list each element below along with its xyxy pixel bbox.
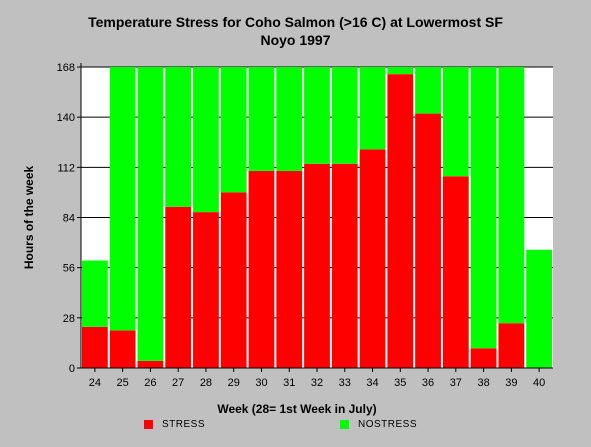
legend-swatch-nostress bbox=[340, 420, 349, 429]
bar-nostress-week-31 bbox=[276, 67, 303, 171]
x-tick-label: 38 bbox=[477, 377, 489, 389]
bar-stress-week-29 bbox=[220, 192, 247, 368]
legend-swatch-stress bbox=[144, 420, 153, 429]
bar-stress-week-33 bbox=[331, 163, 358, 368]
bar-nostress-week-25 bbox=[109, 67, 136, 331]
bar-nostress-week-24 bbox=[82, 260, 108, 327]
bar-stress-week-27 bbox=[165, 206, 192, 368]
x-tick-label: 32 bbox=[311, 377, 323, 389]
bar-stress-week-36 bbox=[415, 113, 441, 368]
y-tick-label: 140 bbox=[57, 112, 75, 124]
bar-stress-week-25 bbox=[109, 330, 136, 368]
bar-stress-week-28 bbox=[193, 212, 219, 368]
x-tick-label: 31 bbox=[283, 377, 295, 389]
legend-label-stress: STRESS bbox=[162, 419, 206, 430]
bar-nostress-week-27 bbox=[165, 67, 192, 207]
bar-stress-week-39 bbox=[498, 323, 525, 368]
x-tick-label: 30 bbox=[255, 377, 267, 389]
x-tick-label: 24 bbox=[89, 377, 101, 389]
bar-nostress-week-26 bbox=[137, 67, 164, 361]
bar-nostress-week-28 bbox=[193, 67, 219, 213]
bar-nostress-week-33 bbox=[331, 67, 358, 164]
bar-nostress-week-36 bbox=[415, 67, 441, 114]
x-tick-label: 33 bbox=[339, 377, 351, 389]
bar-nostress-week-29 bbox=[220, 67, 247, 193]
x-axis-title: Week (28= 1st Week in July) bbox=[217, 402, 376, 416]
bar-nostress-week-30 bbox=[248, 67, 275, 171]
bar-stress-week-37 bbox=[442, 176, 469, 368]
y-tick-label: 56 bbox=[63, 263, 75, 275]
bar-stress-week-38 bbox=[470, 348, 497, 368]
legend-label-nostress: NOSTRESS bbox=[358, 419, 418, 430]
x-tick-label: 29 bbox=[228, 377, 240, 389]
x-tick-label: 25 bbox=[117, 377, 129, 389]
bar-stress-week-35 bbox=[387, 74, 414, 369]
bar-nostress-week-39 bbox=[498, 67, 525, 324]
y-tick-label: 112 bbox=[57, 162, 75, 174]
x-tick-label: 36 bbox=[422, 377, 434, 389]
bar-stress-week-34 bbox=[359, 149, 386, 368]
bar-stress-week-30 bbox=[248, 170, 275, 368]
y-tick-label: 28 bbox=[63, 313, 75, 325]
y-tick-label: 168 bbox=[57, 62, 75, 74]
bar-nostress-week-37 bbox=[442, 67, 469, 177]
y-axis-title: Hours of the week bbox=[22, 166, 36, 270]
bar-nostress-week-34 bbox=[359, 67, 386, 150]
x-tick-label: 27 bbox=[172, 377, 184, 389]
bar-nostress-week-32 bbox=[304, 67, 330, 164]
legend-item-stress: STRESS bbox=[144, 419, 205, 430]
y-tick-label: 84 bbox=[63, 213, 75, 225]
legend-item-nostress: NOSTRESS bbox=[340, 419, 417, 430]
x-tick-label: 35 bbox=[394, 377, 406, 389]
y-tick-label: 0 bbox=[69, 363, 75, 375]
x-tick-label: 26 bbox=[144, 377, 156, 389]
bar-stress-week-32 bbox=[304, 163, 330, 368]
bar-stress-week-31 bbox=[276, 170, 303, 368]
x-tick-label: 34 bbox=[366, 377, 378, 389]
bar-stress-week-26 bbox=[137, 360, 164, 368]
x-tick-label: 40 bbox=[533, 377, 545, 389]
bar-nostress-week-35 bbox=[387, 67, 414, 75]
chart-subtitle: Noyo 1997 bbox=[260, 32, 331, 48]
x-tick-label: 28 bbox=[200, 377, 212, 389]
x-tick-label: 37 bbox=[450, 377, 462, 389]
chart-title: Temperature Stress for Coho Salmon (>16 … bbox=[88, 14, 503, 30]
x-tick-label: 39 bbox=[505, 377, 517, 389]
bar-stress-week-24 bbox=[82, 326, 108, 368]
bar-nostress-week-38 bbox=[470, 67, 497, 349]
bar-nostress-week-40 bbox=[526, 249, 552, 368]
